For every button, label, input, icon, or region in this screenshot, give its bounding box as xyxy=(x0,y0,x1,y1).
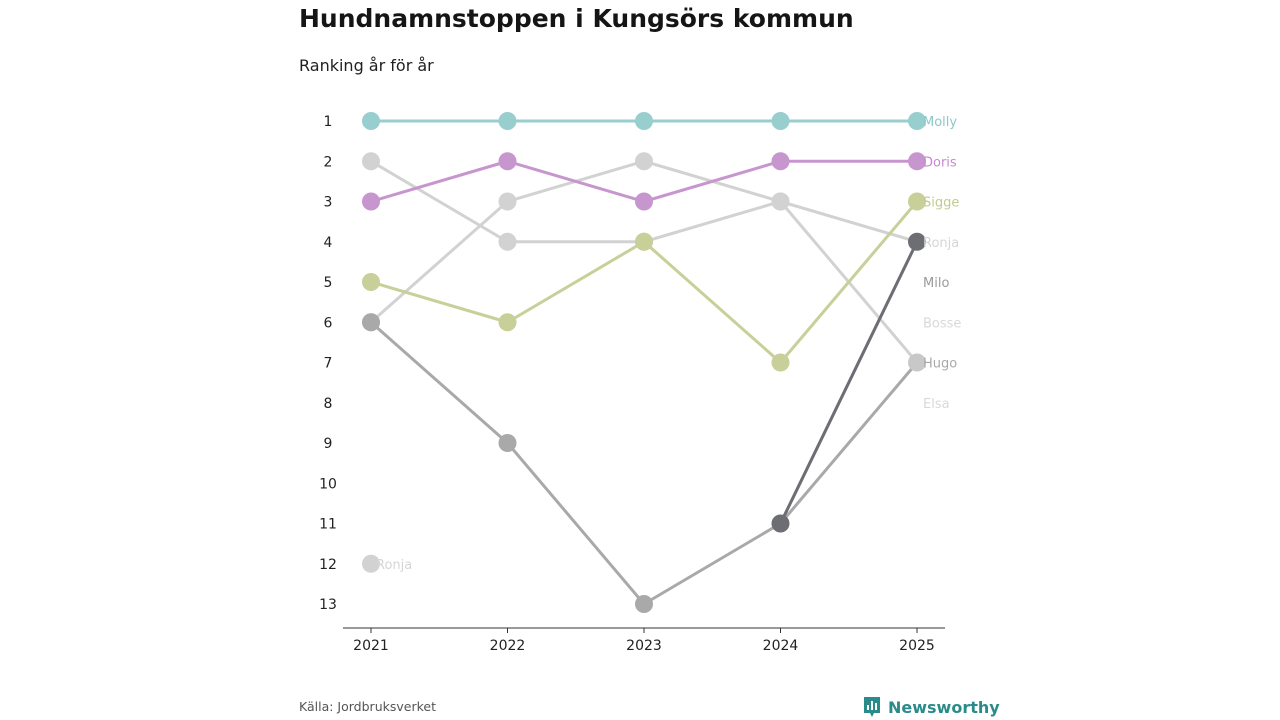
y-tick-label: 5 xyxy=(324,275,333,291)
y-tick-label: 2 xyxy=(324,154,333,170)
data-point-milo xyxy=(362,313,380,332)
y-tick-label: 11 xyxy=(319,517,337,533)
y-tick-label: 6 xyxy=(324,315,333,331)
y-tick-label: 1 xyxy=(324,114,333,130)
data-point-hugo xyxy=(771,514,790,533)
series-labels: Elsa Bosse Ronja Ronja Milo Hugo Sigge Doris Mol… xyxy=(376,115,961,573)
data-point-molly xyxy=(362,112,380,130)
data-point-molly xyxy=(498,112,517,130)
data-point-sigge xyxy=(635,232,653,251)
y-tick-label: 3 xyxy=(324,195,333,211)
data-point-sigge xyxy=(908,192,926,211)
series-label-molly: Molly xyxy=(923,115,957,130)
x-tick-label: 2024 xyxy=(763,638,799,654)
data-point-milo xyxy=(498,434,517,452)
y-tick-label: 4 xyxy=(324,235,333,251)
series-label-ronja: Ronja xyxy=(923,236,959,251)
series-label-elsa: Elsa xyxy=(923,397,950,412)
data-point-milo xyxy=(635,595,653,613)
data-point-doris xyxy=(771,152,790,171)
series-line-elsa xyxy=(369,159,919,364)
x-axis: 2021 2022 2023 2024 2025 xyxy=(343,627,945,654)
data-point-ronja xyxy=(362,554,380,573)
series-label-sigge: Sigge xyxy=(923,196,959,211)
series-line-sigge xyxy=(369,200,919,364)
y-tick-label: 8 xyxy=(324,396,333,412)
brand-name: Newsworthy xyxy=(888,697,1000,717)
x-tick-label: 2025 xyxy=(899,638,935,654)
data-point-sigge xyxy=(362,273,380,291)
brand-logo[interactable]: Newsworthy xyxy=(862,694,1000,720)
data-point-molly xyxy=(771,112,790,130)
y-tick-label: 12 xyxy=(319,557,337,573)
bar-chart-icon xyxy=(864,697,880,717)
series-line-milo xyxy=(369,320,919,606)
source-note: Källa: Jordbruksverket xyxy=(299,699,436,714)
series-points xyxy=(362,112,926,613)
data-point-doris xyxy=(908,152,926,171)
chart-title: Hundnamnstoppen i Kungsörs kommun xyxy=(299,4,854,33)
x-tick-label: 2023 xyxy=(626,638,662,654)
series-label-bosse: Bosse xyxy=(923,316,961,331)
data-point-sigge xyxy=(498,313,517,332)
series-label-doris: Doris xyxy=(923,155,957,170)
chart-subtitle: Ranking år för år xyxy=(299,56,434,75)
series-start-label-ronja: Ronja xyxy=(376,558,412,573)
data-point-elsa xyxy=(362,152,380,171)
x-tick-label: 2021 xyxy=(353,638,389,654)
y-tick-label: 7 xyxy=(324,356,333,372)
data-point-doris xyxy=(498,152,517,171)
series-label-hugo: Hugo xyxy=(923,357,957,372)
data-point-doris xyxy=(635,192,653,211)
data-point-bosse xyxy=(498,192,517,211)
series-label-milo: Milo xyxy=(923,276,949,291)
data-point-molly xyxy=(635,112,653,130)
data-point xyxy=(908,353,926,372)
series-line-hugo xyxy=(779,240,919,525)
data-point-hugo xyxy=(908,232,926,251)
data-point-sigge xyxy=(771,353,790,372)
data-point-elsa xyxy=(498,232,517,251)
y-tick-label: 9 xyxy=(324,436,333,452)
y-tick-label: 10 xyxy=(319,476,337,492)
y-tick-label: 13 xyxy=(319,597,337,613)
data-point-bosse xyxy=(771,192,790,211)
x-tick-label: 2022 xyxy=(490,638,526,654)
data-point-bosse xyxy=(635,152,653,171)
data-point-doris xyxy=(362,192,380,211)
data-point-molly xyxy=(908,112,926,130)
